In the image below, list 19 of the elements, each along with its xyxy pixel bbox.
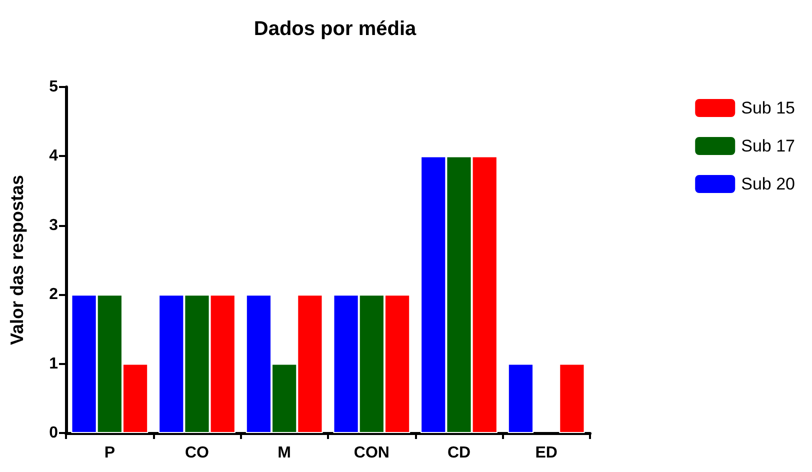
y-tick-label: 3 xyxy=(49,216,58,234)
y-tick-label: 0 xyxy=(49,424,58,442)
x-tick-label: CON xyxy=(354,444,390,462)
bar xyxy=(559,364,585,433)
x-tick-label: CO xyxy=(185,444,209,462)
x-tick-label: ED xyxy=(535,444,558,462)
bar xyxy=(508,364,534,433)
x-tick-label: M xyxy=(278,444,291,462)
y-tick-label: 1 xyxy=(49,355,58,372)
chart-title: Dados por média xyxy=(254,18,417,40)
y-tick-label: 5 xyxy=(49,78,58,96)
y-tick-label: 4 xyxy=(49,148,58,165)
x-tick-label: CD xyxy=(447,444,471,462)
legend-label: Sub 20 xyxy=(741,174,796,194)
y-axis-title: Valor das respostas xyxy=(7,174,27,346)
legend-label: Sub 17 xyxy=(741,136,796,156)
legend-label: Sub 15 xyxy=(741,98,796,118)
x-tick-label: P xyxy=(104,444,116,462)
y-tick-label: 2 xyxy=(49,286,58,304)
